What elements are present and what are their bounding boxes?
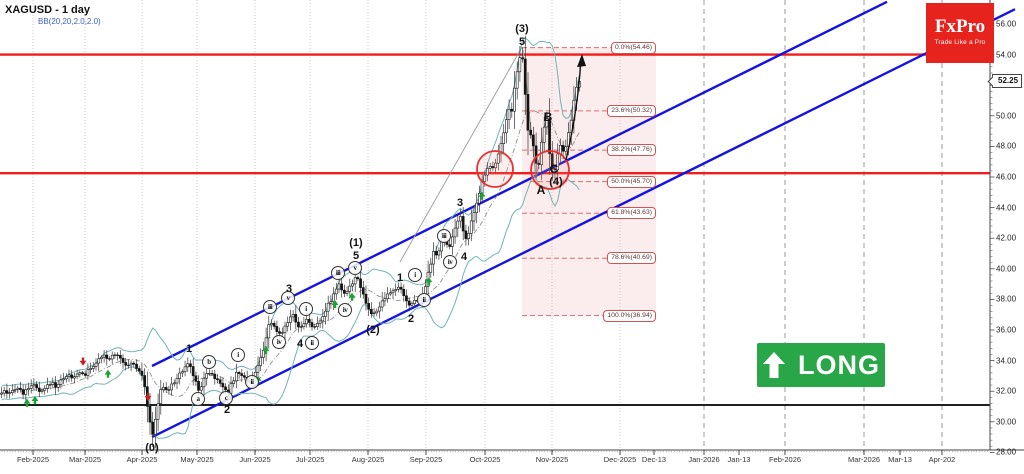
chart-legend: XAGUSD - 1 day BB(20,20,2.0,2.0) bbox=[5, 4, 101, 28]
fxpro-logo-text: FxPro bbox=[934, 16, 986, 37]
buy-marker-icon bbox=[23, 398, 31, 407]
sell-marker-icon bbox=[144, 392, 152, 402]
buy-marker-icon bbox=[331, 299, 339, 309]
buy-marker-icon bbox=[31, 395, 39, 405]
fxpro-logo: FxPro Trade Like a Pro bbox=[926, 3, 994, 63]
buy-marker-icon bbox=[425, 277, 433, 286]
buy-marker-icon bbox=[262, 345, 270, 355]
time-axis[interactable] bbox=[0, 450, 1024, 474]
sell-marker-icon bbox=[79, 357, 87, 366]
buy-marker-icon bbox=[348, 292, 356, 301]
current-price-tag: 52.25 bbox=[992, 74, 1023, 88]
long-signal-badge: LONG bbox=[757, 343, 885, 387]
buy-marker-icon bbox=[104, 369, 112, 378]
symbol-timeframe-title: XAGUSD - 1 day bbox=[5, 4, 90, 16]
fxpro-tagline: Trade Like a Pro bbox=[934, 39, 986, 46]
up-arrow-icon bbox=[763, 352, 785, 378]
signal-label: LONG bbox=[798, 349, 880, 380]
price-axis[interactable] bbox=[990, 0, 1024, 450]
bollinger-indicator-label[interactable]: BB(20,20,2.0,2.0) bbox=[38, 17, 101, 26]
buy-marker-icon bbox=[478, 191, 486, 200]
